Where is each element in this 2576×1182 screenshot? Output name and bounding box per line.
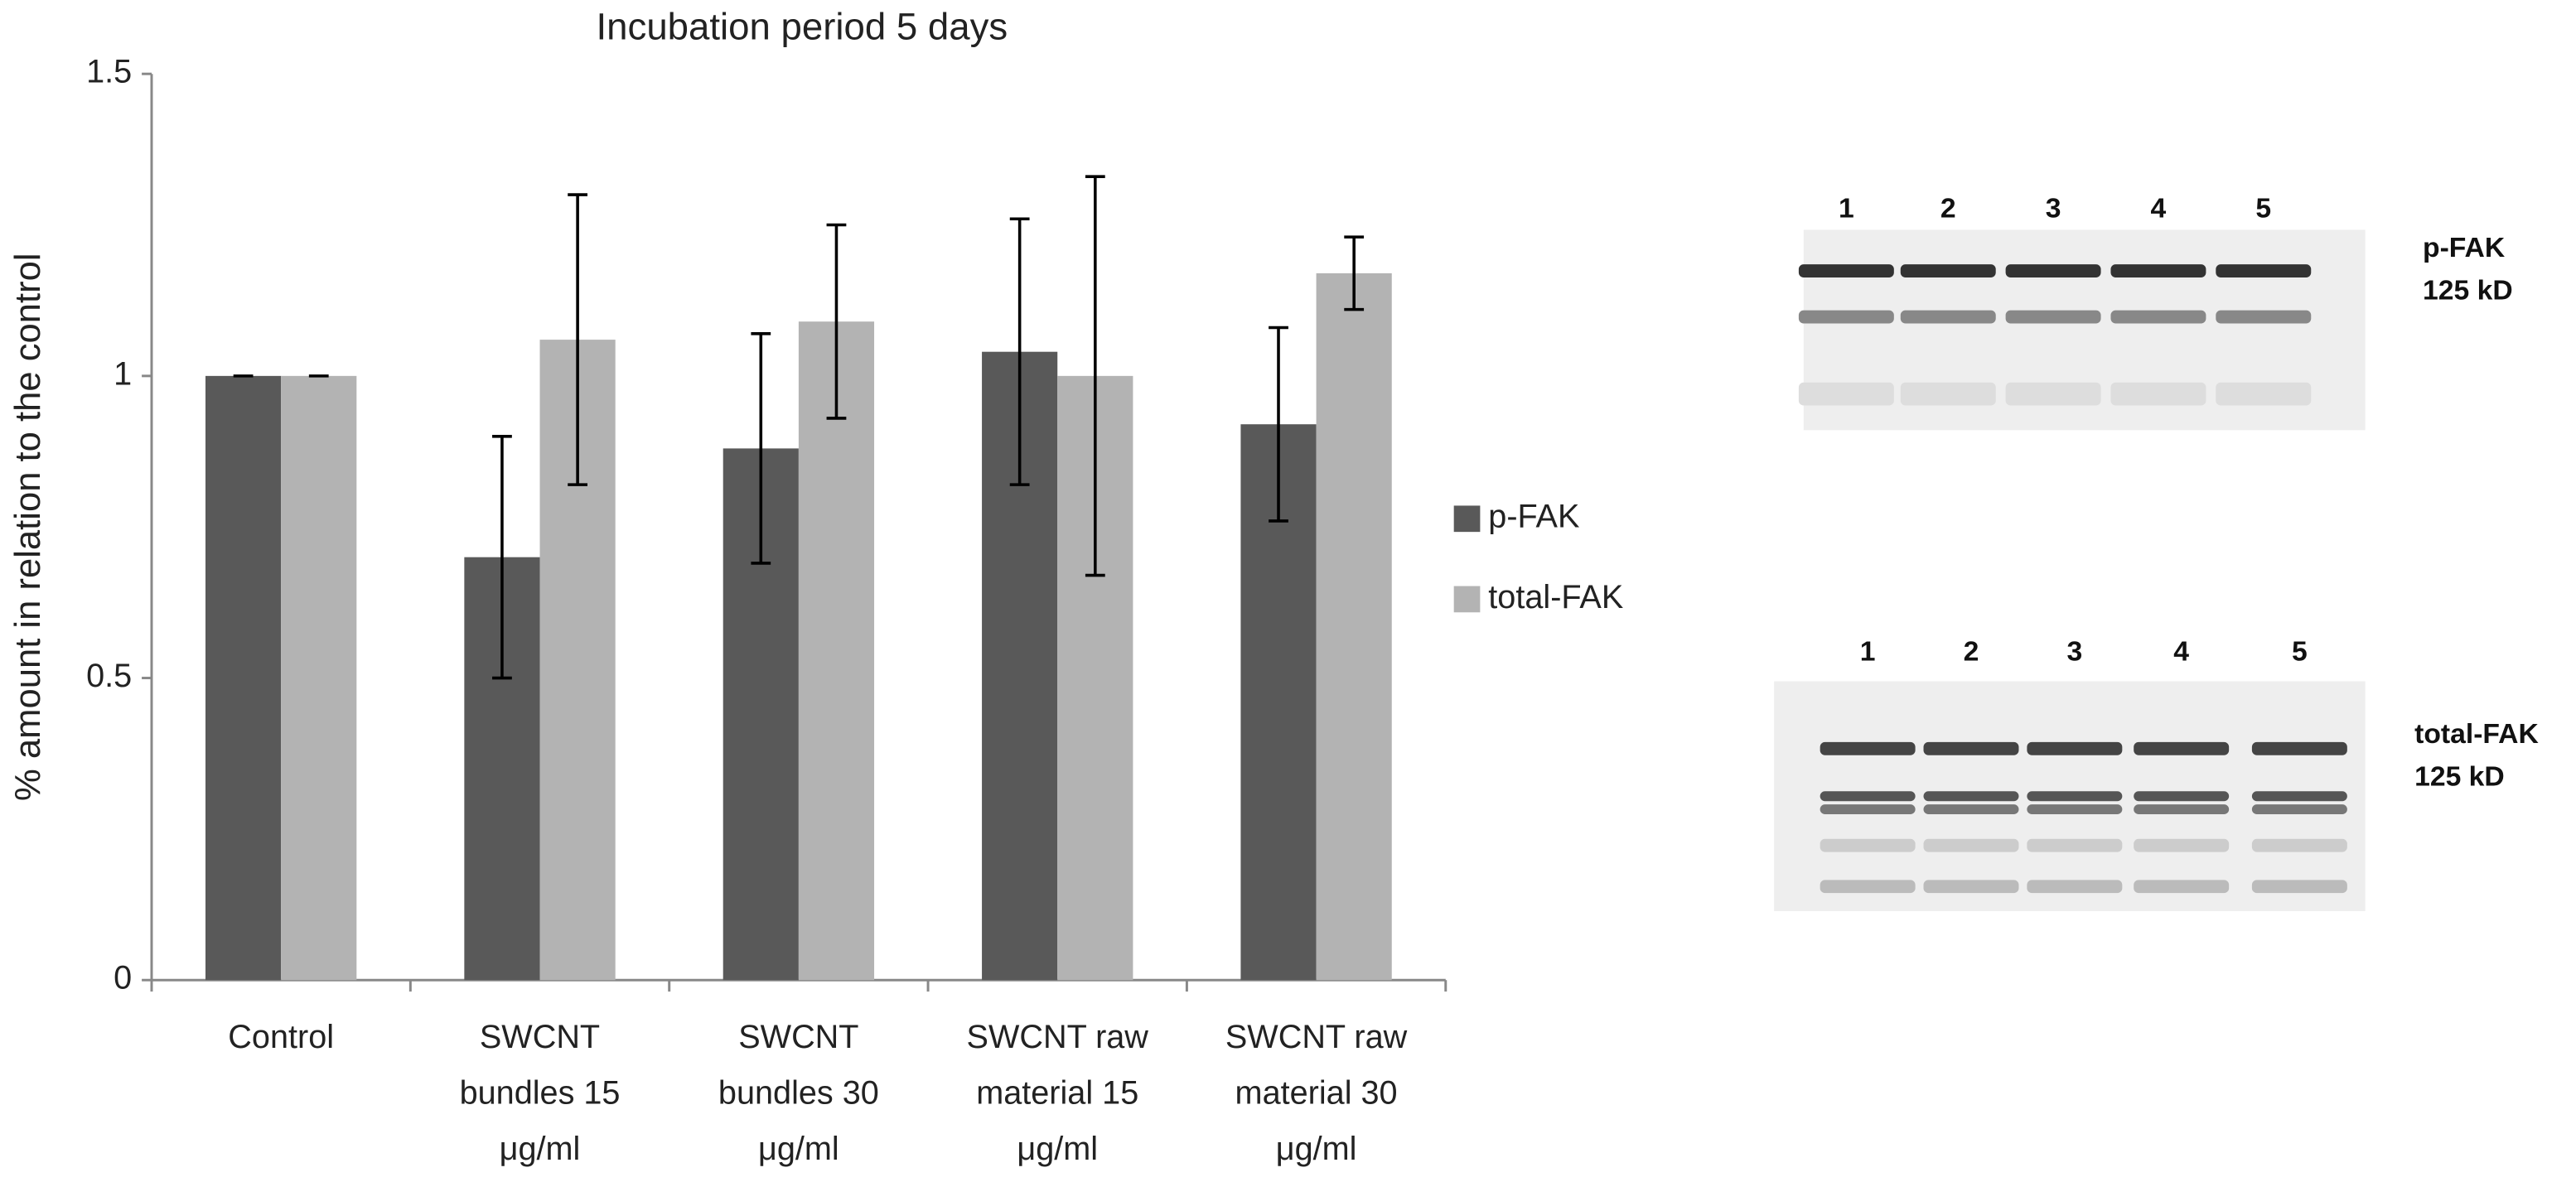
blot-band [2027,880,2123,894]
blot-band [2027,791,2123,802]
error-bar [1009,217,1030,486]
blot-label: p-FAK [2423,233,2506,263]
x-tick-label: Control [228,1019,334,1055]
blot-band [1923,804,2019,815]
x-tick-label: SWCNT [480,1019,600,1055]
x-tick-label: SWCNT raw [967,1019,1149,1055]
blot-band [1900,382,1996,406]
legend-swatch [1453,505,1481,533]
chart-title: Incubation period 5 days [597,6,1008,48]
lane-number: 5 [2255,194,2271,224]
blot-band [2216,382,2312,406]
blot-band [1923,838,2019,852]
error-bar [568,193,588,486]
error-bar [751,332,771,565]
x-tick-label: SWCNT [738,1019,858,1055]
blot-band [1900,310,1996,324]
x-tick-label: μg/ml [500,1131,581,1167]
blot-band [1820,741,1916,755]
blot-band [2005,310,2101,324]
lane-number: 2 [1964,637,1979,668]
x-tick-label: μg/ml [1017,1131,1098,1167]
blot-band [1820,880,1916,894]
blot-band [2134,804,2230,815]
blot-band [2027,804,2123,815]
y-tick-label: 0 [114,960,132,996]
blot-band [1820,791,1916,802]
x-tick-label: material 30 [1235,1074,1398,1111]
blot-size: 125 kD [2423,276,2513,306]
blot-band [1798,264,1894,277]
error-bar [1269,326,1288,523]
blot-band [1923,791,2019,802]
x-tick-label: μg/ml [1276,1131,1357,1167]
blot-band [2027,741,2123,755]
legend-label: total-FAK [1488,579,1623,615]
bar [281,375,357,981]
blot-band [2110,264,2206,277]
blot-size: 125 kD [2414,761,2505,792]
y-tick-label: 1.5 [86,54,132,90]
blot-band [1820,838,1916,852]
bar [205,375,282,981]
blot-band [2251,741,2347,755]
blot-band [2251,838,2347,852]
blot-band [1900,264,1996,277]
blot-band [1923,741,2019,755]
legend-swatch [1453,586,1481,613]
error-bar [826,223,847,420]
legend-label: p-FAK [1488,499,1579,535]
lane-number: 3 [2066,637,2082,668]
error-bar [1085,175,1105,577]
bar [1316,273,1392,981]
x-tick-label: μg/ml [758,1131,839,1167]
lane-number: 4 [2151,194,2167,224]
blot-band [2110,310,2206,324]
blot-band [2134,741,2230,755]
lane-number: 2 [1940,194,1956,224]
blot-band [2251,791,2347,802]
error-bar [492,435,512,680]
y-tick-label: 0.5 [86,658,132,694]
lane-number: 3 [2046,194,2061,224]
blot-label: total-FAK [2414,719,2539,750]
lane-number: 1 [1839,194,1854,224]
blot-band [2134,838,2230,852]
blot-band [2110,382,2206,406]
blot-band [1923,880,2019,894]
error-bar [1344,235,1365,311]
x-tick-label: bundles 30 [718,1074,879,1111]
blot-band [1798,310,1894,324]
y-tick-label: 1 [114,355,132,392]
blot-band [2134,791,2230,802]
blot-band [2251,880,2347,894]
x-tick-label: material 15 [976,1074,1138,1111]
lane-number: 5 [2292,637,2308,668]
blot-band [2027,838,2123,852]
blot-band [2005,382,2101,406]
blot-band [2251,804,2347,815]
lane-number: 1 [1860,637,1876,668]
blot-band [2216,264,2312,277]
blot-band [1798,382,1894,406]
blot-band [2134,880,2230,894]
blot-band [2005,264,2101,277]
blot-band [1820,804,1916,815]
blot-band [2216,310,2312,324]
x-tick-label: bundles 15 [460,1074,621,1111]
bar [798,321,875,981]
y-axis-label: % amount in relation to the control [8,253,48,801]
x-tick-label: SWCNT raw [1225,1019,1408,1055]
lane-number: 4 [2173,637,2189,668]
